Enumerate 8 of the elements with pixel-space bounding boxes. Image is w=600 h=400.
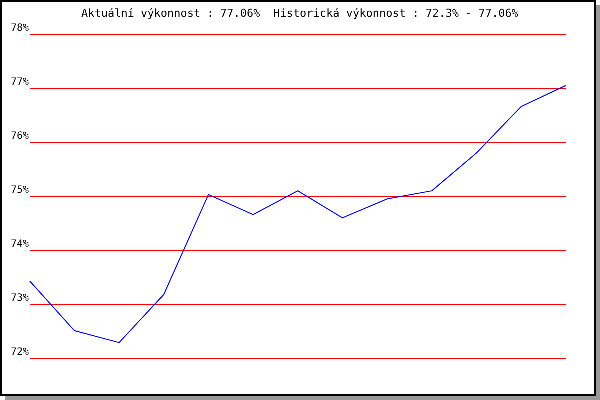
y-tick-label: 77% [10,77,29,88]
y-tick-label: 72% [10,347,29,358]
y-tick-label: 74% [10,239,29,250]
y-tick-label: 78% [10,23,29,34]
y-tick-label: 75% [10,185,29,196]
y-tick-label: 76% [10,131,29,142]
y-tick-label: 73% [10,293,29,304]
chart-title: Aktuální výkonnost : 77.06% Historická výkonnost : 72.3% - 77.06% [81,7,519,20]
